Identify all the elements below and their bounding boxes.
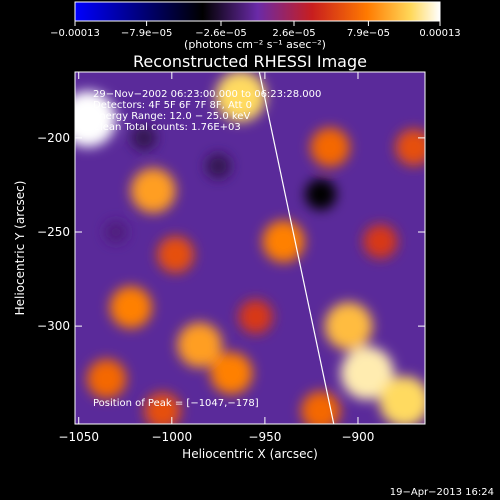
- colorbar-tick-label: 7.9e−05: [347, 28, 390, 39]
- plot-frame: [74, 71, 426, 425]
- footer-date: 19−Apr−2013 16:24: [390, 487, 494, 498]
- x-tick-label: −900: [341, 430, 374, 444]
- annotation-block: 29−Nov−2002 06:23:00.000 to 06:23:28.000…: [93, 89, 321, 133]
- y-axis-label: Heliocentric Y (arcsec): [13, 181, 27, 316]
- intensity-blobs: [75, 72, 425, 424]
- intensity-blob: [395, 128, 425, 166]
- x-tick-label: −950: [248, 430, 281, 444]
- intensity-blob: [205, 153, 232, 179]
- annotation-time: 29−Nov−2002 06:23:00.000 to 06:23:28.000: [93, 89, 321, 100]
- intensity-blob: [104, 220, 128, 244]
- chart-title: Reconstructed RHESSI Image: [133, 52, 367, 71]
- colorbar-tick-label: −7.9e−05: [121, 28, 173, 39]
- intensity-blob: [238, 299, 273, 334]
- x-tick-label: −1000: [152, 430, 193, 444]
- intensity-blob: [210, 352, 253, 395]
- colorbar: −0.00013 −7.9e−05 −2.6e−05 2.6e−05 7.9e−05 0.…: [50, 1, 461, 51]
- plot-area: −1050 −1000 −950 −900 −200 −250 −300 29−Nov−20…: [37, 71, 426, 444]
- intensity-blob: [310, 127, 350, 167]
- y-tick-label: −250: [37, 225, 70, 239]
- axis-ticks: −1050 −1000 −950 −900 −200 −250 −300: [37, 72, 425, 444]
- annotation-detectors: Detectors: 4F 5F 6F 7F 8F, Att 0: [93, 100, 252, 111]
- colorbar-tick-label: −0.00013: [50, 28, 100, 39]
- intensity-blob: [262, 220, 305, 263]
- intensity-blob: [75, 91, 117, 148]
- x-tick-label: −1050: [58, 430, 99, 444]
- intensity-blob: [131, 125, 157, 151]
- intensity-blob: [340, 346, 394, 400]
- intensity-blob: [363, 224, 398, 259]
- annotation-energy: Energy Range: 12.0 − 25.0 keV: [93, 111, 250, 122]
- annotation-counts: Clean Total counts: 1.76E+03: [93, 122, 241, 133]
- intensity-blob: [305, 178, 337, 210]
- y-tick-label: −200: [37, 131, 70, 145]
- intensity-blob: [324, 302, 373, 350]
- intensity-blob: [301, 391, 341, 424]
- intensity-blob: [86, 359, 127, 399]
- colorbar-gradient: [74, 1, 441, 22]
- intensity-blob: [109, 286, 152, 329]
- solar-limb-line: [258, 72, 335, 424]
- intensity-blob: [144, 392, 181, 424]
- y-tick-label: −300: [37, 319, 70, 333]
- intensity-blob: [157, 236, 194, 273]
- peak-position: Position of Peak = [−1047,−178]: [93, 398, 259, 409]
- x-axis-label: Heliocentric X (arcsec): [182, 447, 318, 461]
- intensity-blob: [130, 168, 176, 214]
- intensity-blob: [177, 322, 223, 368]
- colorbar-tick-label: −2.6e−05: [195, 28, 247, 39]
- colorbar-units: (photons cm⁻² s⁻¹ asec⁻²): [184, 38, 326, 51]
- colorbar-tick-label: 0.00013: [419, 28, 460, 39]
- intensity-blob: [215, 72, 266, 122]
- colorbar-ticks: −0.00013 −7.9e−05 −2.6e−05 2.6e−05 7.9e−05 0.…: [50, 21, 461, 39]
- colorbar-tick-label: 2.6e−05: [272, 28, 315, 39]
- intensity-blob: [379, 376, 425, 424]
